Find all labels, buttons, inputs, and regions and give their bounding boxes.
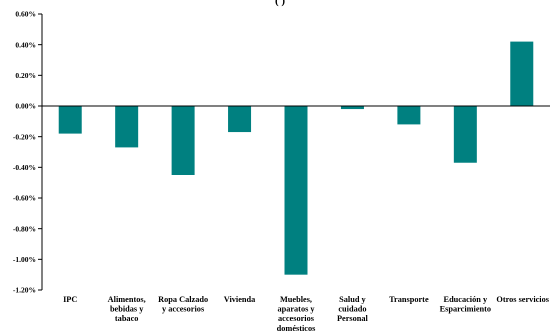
bar [510,41,534,106]
bar [453,106,477,163]
y-tick-label: -1.20% [13,286,36,295]
x-category-label: Transporte [389,295,429,304]
x-category-label: IPC [63,295,77,304]
bar [397,106,421,125]
x-category-label: Educación y Esparcimiento [440,295,491,314]
bar [171,106,195,175]
y-tick-label: 0.00% [15,102,36,111]
x-category-label: Alimentos, bebidas y tabaco [108,295,146,323]
x-category-label: Otros servicios [496,295,549,304]
bars [42,41,550,275]
y-tick-label: 0.60% [15,10,36,19]
y-tick-label: 0.40% [15,40,36,49]
bar [340,106,364,110]
y-tick-label: -0.20% [13,132,36,141]
y-tick-label: -0.60% [13,194,36,203]
bar [115,106,139,148]
x-category-label: Muebles, aparatos y accesorios domésticos [277,295,316,333]
y-tick-label: -1.00% [13,255,36,264]
x-axis-labels: IPC Alimentos, bebidas y tabaco Ropa Calzado… [63,295,550,333]
x-category-label: Salud y cuidado Personal [337,295,369,323]
y-tick-label: -0.80% [13,224,36,233]
bar [228,106,252,133]
bar [284,106,308,275]
bar [58,106,82,134]
x-category-label: Ropa Calzado y accesorios [158,295,208,314]
chart-title: ( ) [275,0,285,7]
x-category-label: Vivienda [224,295,256,304]
y-axis: 0.60% 0.40% 0.20% 0.00% -0.20% -0.40% -0.60% -0… [13,10,43,295]
y-tick-label: -0.40% [13,163,36,172]
y-tick-label: 0.20% [15,71,36,80]
